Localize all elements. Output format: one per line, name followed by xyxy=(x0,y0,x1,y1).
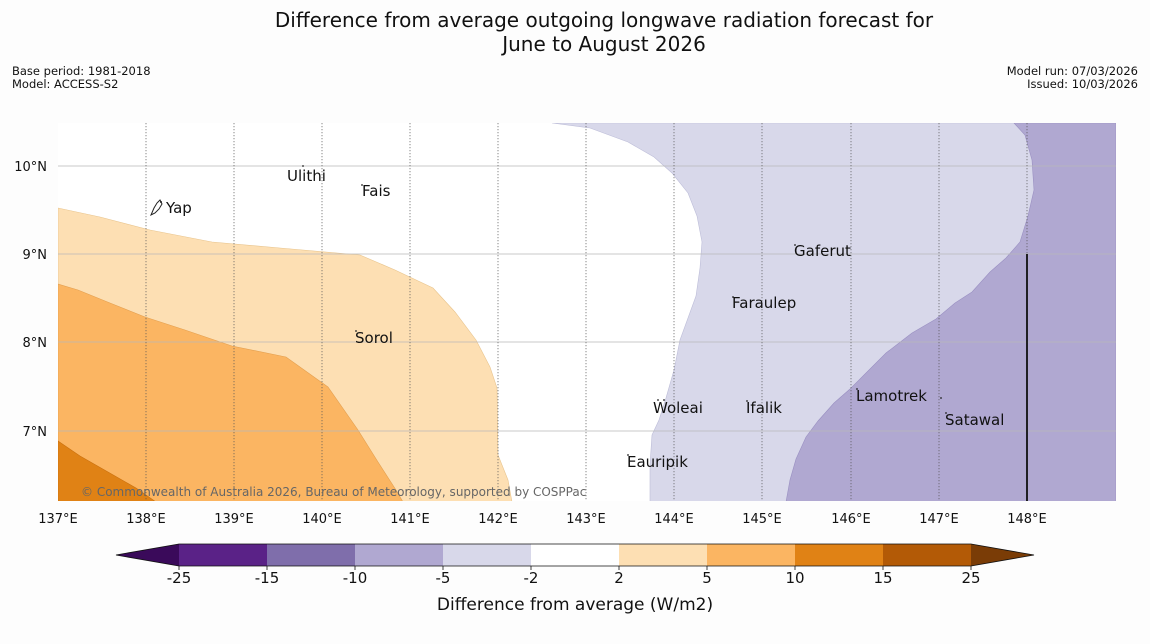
eauripik-marker xyxy=(627,454,629,456)
sorol-marker xyxy=(355,330,357,332)
colorbar-tick-25: 25 xyxy=(961,569,980,587)
place-labels: Ulithi Fais Yap Gaferut Faraulep Sorol L… xyxy=(165,167,1004,471)
colorbar-tick-2: 2 xyxy=(614,569,624,587)
label-faraulep: Faraulep xyxy=(732,294,796,312)
model-name: Model: ACCESS-S2 xyxy=(12,77,119,91)
colorbar-tick-neg15: -15 xyxy=(255,569,280,587)
run-info: Model run: 07/03/2026 Issued: 10/03/2026 xyxy=(1007,65,1138,91)
model-run: Model run: 07/03/2026 xyxy=(1006,64,1138,78)
colorbar: -25 -15 -10 -5 -2 2 5 10 15 25 Differenc… xyxy=(115,543,1035,615)
colorbar-tick-neg10: -10 xyxy=(343,569,368,587)
label-yap: Yap xyxy=(165,199,192,217)
contour-5-to-10 xyxy=(58,283,403,501)
label-woleai: Woleai xyxy=(653,399,703,417)
base-info: Base period: 1981-2018 Model: ACCESS-S2 xyxy=(12,65,151,91)
colorbar-swatch-3 xyxy=(355,544,443,566)
woleai-marker-1 xyxy=(657,399,659,401)
colorbar-swatch-2 xyxy=(267,544,355,566)
contour-neg-10-to-neg-5 xyxy=(785,123,1116,501)
issued-date: Issued: 10/03/2026 xyxy=(1027,77,1138,91)
label-ifalik: Ifalik xyxy=(746,399,782,417)
satawal-marker xyxy=(945,412,947,414)
colorbar-tick-10: 10 xyxy=(785,569,804,587)
lon-tick-140e: 140°E xyxy=(302,512,342,527)
label-sorol: Sorol xyxy=(355,329,393,347)
latitude-tick-labels: 10°N 9°N 8°N 7°N xyxy=(14,160,47,440)
title-line-2: June to August 2026 xyxy=(502,32,706,56)
lon-tick-146e: 146°E xyxy=(831,512,871,527)
fais-marker xyxy=(361,184,363,186)
colorbar-tick-neg2: -2 xyxy=(524,569,539,587)
lon-tick-139e: 139°E xyxy=(214,512,254,527)
label-gaferut: Gaferut xyxy=(794,242,851,260)
colorbar-swatch-4 xyxy=(443,544,531,566)
colorbar-swatch-6 xyxy=(619,544,707,566)
lon-tick-145e: 145°E xyxy=(742,512,782,527)
map-area: Ulithi Fais Yap Gaferut Faraulep Sorol L… xyxy=(58,123,1116,501)
lon-tick-144e: 144°E xyxy=(654,512,694,527)
lon-tick-142e: 142°E xyxy=(478,512,518,527)
colorbar-tick-neg25: -25 xyxy=(167,569,192,587)
colorbar-label: Difference from average (W/m2) xyxy=(437,595,713,615)
label-lamotrek: Lamotrek xyxy=(856,387,927,405)
colorbar-tick-15: 15 xyxy=(873,569,892,587)
colorbar-tick-neg5: -5 xyxy=(436,569,451,587)
yap-islet xyxy=(160,201,162,203)
faraulep-marker xyxy=(732,296,734,298)
lamotrek-islet xyxy=(940,397,942,399)
map-title: Difference from average outgoing longwav… xyxy=(0,8,1150,56)
lat-tick-9n: 9°N xyxy=(23,248,48,263)
lat-tick-10n: 10°N xyxy=(14,160,47,175)
copyright-notice: © Commonwealth of Australia 2026, Bureau… xyxy=(81,485,586,499)
label-fais: Fais xyxy=(362,182,391,200)
gaferut-marker xyxy=(794,244,796,246)
colorbar-tick-5: 5 xyxy=(702,569,712,587)
colorbar-swatch-9 xyxy=(883,544,971,566)
colorbar-swatch-7 xyxy=(707,544,795,566)
ulithi-marker xyxy=(302,165,304,167)
colorbar-extend-high xyxy=(971,544,1034,566)
colorbar-swatch-5 xyxy=(531,544,619,566)
ifalik-marker xyxy=(746,400,748,402)
lon-tick-143e: 143°E xyxy=(566,512,606,527)
colorbar-swatch-8 xyxy=(795,544,883,566)
lat-tick-8n: 8°N xyxy=(23,336,48,351)
lon-tick-137e: 137°E xyxy=(38,512,78,527)
label-satawal: Satawal xyxy=(945,411,1004,429)
colorbar-extend-low xyxy=(116,544,179,566)
island-markers xyxy=(150,165,947,456)
label-ulithi: Ulithi xyxy=(287,167,326,185)
lamotrek-marker xyxy=(856,388,858,390)
lat-tick-7n: 7°N xyxy=(23,425,48,440)
title-line-1: Difference from average outgoing longwav… xyxy=(274,8,934,32)
lon-tick-147e: 147°E xyxy=(919,512,959,527)
lon-tick-138e: 138°E xyxy=(126,512,166,527)
woleai-marker-2 xyxy=(663,399,665,401)
base-period: Base period: 1981-2018 xyxy=(12,64,151,78)
longitude-tick-labels: 137°E 138°E 139°E 140°E 141°E 142°E 143°… xyxy=(38,512,1047,527)
lon-tick-141e: 141°E xyxy=(390,512,430,527)
lon-tick-148e: 148°E xyxy=(1007,512,1047,527)
contour-10-to-15 xyxy=(58,440,156,501)
label-eauripik: Eauripik xyxy=(627,453,688,471)
colorbar-swatch-1 xyxy=(179,544,267,566)
